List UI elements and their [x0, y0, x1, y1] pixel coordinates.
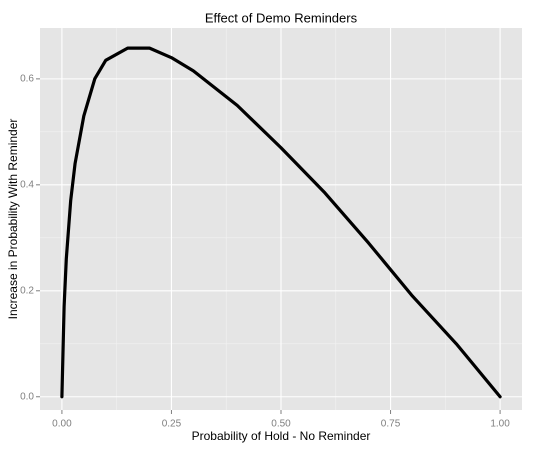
y-tick-label: 0.4 — [20, 179, 34, 190]
y-axis-label: Increase in Probability With Reminder — [6, 119, 20, 320]
x-axis-label: Probability of Hold - No Reminder — [192, 429, 371, 443]
x-tick-label: 0.75 — [381, 419, 401, 430]
y-tick-label: 0.0 — [20, 391, 34, 402]
y-tick-label: 0.6 — [20, 74, 34, 85]
x-tick-label: 0.25 — [162, 419, 182, 430]
chart-title: Effect of Demo Reminders — [205, 10, 358, 25]
x-tick-label: 0.00 — [52, 419, 72, 430]
x-tick-label: 1.00 — [490, 419, 510, 430]
y-tick-label: 0.2 — [20, 285, 34, 296]
line — [60, 46, 502, 399]
x-tick-label: 0.50 — [271, 419, 291, 430]
